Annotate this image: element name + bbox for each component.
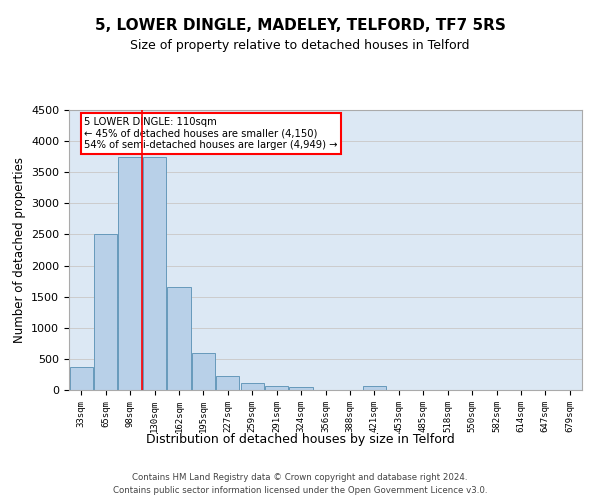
Bar bbox=[241, 383, 264, 390]
Bar bbox=[192, 352, 215, 390]
Text: Contains HM Land Registry data © Crown copyright and database right 2024.: Contains HM Land Registry data © Crown c… bbox=[132, 472, 468, 482]
Bar bbox=[289, 387, 313, 390]
Text: 5 LOWER DINGLE: 110sqm
← 45% of detached houses are smaller (4,150)
54% of semi-: 5 LOWER DINGLE: 110sqm ← 45% of detached… bbox=[85, 117, 338, 150]
Text: Size of property relative to detached houses in Telford: Size of property relative to detached ho… bbox=[130, 39, 470, 52]
Bar bbox=[94, 234, 117, 390]
Bar bbox=[265, 386, 288, 390]
Bar bbox=[70, 366, 93, 390]
Text: Contains public sector information licensed under the Open Government Licence v3: Contains public sector information licen… bbox=[113, 486, 487, 495]
Text: 5, LOWER DINGLE, MADELEY, TELFORD, TF7 5RS: 5, LOWER DINGLE, MADELEY, TELFORD, TF7 5… bbox=[95, 18, 505, 32]
Bar bbox=[363, 386, 386, 390]
Bar bbox=[143, 156, 166, 390]
Bar bbox=[216, 376, 239, 390]
Bar bbox=[167, 288, 191, 390]
Y-axis label: Number of detached properties: Number of detached properties bbox=[13, 157, 26, 343]
Text: Distribution of detached houses by size in Telford: Distribution of detached houses by size … bbox=[146, 432, 454, 446]
Bar bbox=[118, 156, 142, 390]
